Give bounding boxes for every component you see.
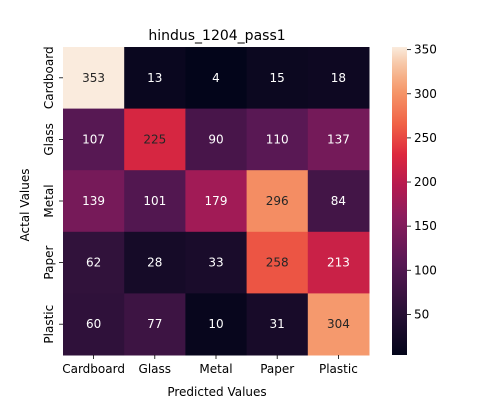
heatmap-cell [185, 170, 248, 233]
y-tick-label: Metal [42, 184, 56, 217]
cell-value-label: 213 [327, 256, 350, 270]
heatmap-cell [124, 293, 186, 356]
colorbar-tick-label: 200 [414, 175, 437, 189]
heatmap-cell [124, 47, 186, 110]
heatmap-cell [185, 108, 248, 171]
heatmap-cell [124, 170, 186, 233]
cell-value-label: 60 [86, 317, 101, 331]
heatmap-cell [185, 293, 248, 356]
cell-value-label: 4 [212, 71, 220, 85]
heatmap-cell [246, 47, 309, 110]
cell-value-label: 179 [205, 194, 228, 208]
heatmap-cell [63, 231, 125, 294]
cell-value-label: 15 [270, 71, 285, 85]
heatmap-cell [63, 293, 125, 356]
heatmap-cell [63, 47, 125, 110]
cell-value-label: 353 [82, 71, 105, 85]
y-axis-label: Actal Values [18, 168, 32, 241]
colorbar-tick-label: 300 [414, 87, 437, 101]
heatmap-cell [246, 231, 309, 294]
heatmap-cell [63, 108, 125, 171]
y-tick-label: Cardboard [42, 46, 56, 109]
cell-value-label: 31 [270, 317, 285, 331]
cell-value-label: 107 [82, 132, 105, 146]
y-axis: Cardboard Glass Metal Paper Plastic [42, 46, 63, 344]
cell-value-label: 77 [147, 317, 162, 331]
heatmap-cell [307, 47, 370, 110]
y-tick-label: Plastic [42, 305, 56, 344]
x-tick-label: Metal [199, 362, 232, 376]
heatmap-cell [307, 170, 370, 233]
cell-value-label: 137 [327, 132, 350, 146]
cell-value-label: 90 [208, 132, 223, 146]
chart-title: hindus_1204_pass1 [148, 28, 285, 44]
heatmap-cell [307, 108, 370, 171]
cell-value-label: 84 [331, 194, 346, 208]
colorbar-tick-label: 100 [414, 263, 437, 277]
heatmap-cell [307, 293, 370, 356]
heatmap-cell [246, 170, 309, 233]
cell-value-label: 13 [147, 71, 162, 85]
heatmap-cell [63, 170, 125, 233]
heatmap-cells: 353 13 4 15 18 107 225 90 110 137 139 101 179 296 84 62… [63, 47, 370, 356]
x-tick-label: Glass [139, 362, 172, 376]
cell-value-label: 18 [331, 71, 346, 85]
cell-value-label: 225 [143, 132, 166, 146]
colorbar-gradient [392, 47, 407, 355]
cell-value-label: 101 [143, 194, 166, 208]
heatmap-cell [124, 231, 186, 294]
heatmap-cell [185, 47, 248, 110]
cell-value-label: 258 [266, 256, 289, 270]
cell-value-label: 304 [327, 317, 350, 331]
x-tick-label: Paper [260, 362, 294, 376]
heatmap-cell [307, 231, 370, 294]
x-tick-label: Plastic [319, 362, 358, 376]
x-axis-label: Predicted Values [167, 385, 266, 399]
cell-value-label: 28 [147, 256, 162, 270]
cell-value-label: 139 [82, 194, 105, 208]
colorbar: 50 100 150 200 250 300 350 [392, 43, 437, 355]
heatmap-cell [246, 108, 309, 171]
y-tick-label: Glass [42, 123, 56, 156]
x-axis: Cardboard Glass Metal Paper Plastic [62, 355, 358, 376]
colorbar-tick-label: 350 [414, 43, 437, 57]
heatmap-cell [246, 293, 309, 356]
cell-value-label: 296 [266, 194, 289, 208]
colorbar-tick-label: 150 [414, 219, 437, 233]
heatmap-cell [185, 231, 248, 294]
heatmap-cell [124, 108, 186, 171]
cell-value-label: 110 [266, 132, 289, 146]
cell-value-label: 62 [86, 256, 101, 270]
y-tick-label: Paper [42, 246, 56, 280]
colorbar-tick-label: 250 [414, 131, 437, 145]
cell-value-label: 33 [208, 256, 223, 270]
colorbar-tick-label: 50 [414, 307, 429, 321]
cell-value-label: 10 [208, 317, 223, 331]
x-tick-label: Cardboard [62, 362, 125, 376]
